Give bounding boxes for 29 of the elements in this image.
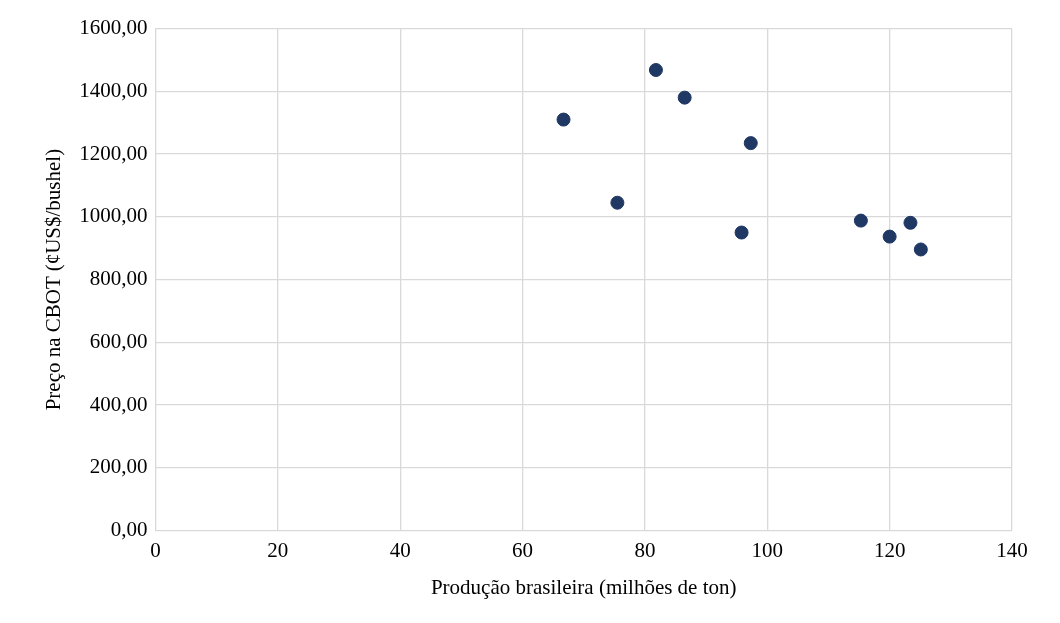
point — [648, 63, 663, 78]
y-tick-label: 600,00 — [89, 328, 148, 353]
x-tick-label: 80 — [634, 537, 656, 562]
y-tick-label: 1400,00 — [79, 77, 148, 102]
x-tick-label: 100 — [751, 537, 784, 562]
point — [903, 215, 918, 230]
point — [853, 213, 868, 228]
y-tick-label: 1600,00 — [79, 15, 148, 40]
x-tick-label: 120 — [873, 537, 906, 562]
y-tick-label: 800,00 — [89, 266, 148, 291]
point — [677, 90, 692, 105]
x-tick-label: 140 — [996, 537, 1028, 562]
point — [743, 136, 758, 151]
point — [734, 225, 749, 240]
point — [556, 112, 571, 127]
point — [913, 242, 928, 257]
x-tick-label: 60 — [512, 537, 534, 562]
point — [882, 229, 897, 244]
x-tick-label: 0 — [150, 537, 161, 562]
y-tick-label: 1200,00 — [79, 140, 148, 165]
y-tick-label: 0,00 — [110, 517, 148, 542]
x-axis-title: Produção brasileira (milhões de ton) — [430, 574, 737, 599]
y-axis-title: Preço na CBOT (¢US$/bushel) — [41, 148, 66, 411]
point — [610, 195, 625, 210]
x-tick-label: 40 — [389, 537, 411, 562]
y-tick-label: 200,00 — [89, 454, 148, 479]
y-tick-label: 400,00 — [89, 391, 148, 416]
y-tick-label: 1000,00 — [79, 203, 148, 228]
x-tick-label: 20 — [267, 537, 289, 562]
